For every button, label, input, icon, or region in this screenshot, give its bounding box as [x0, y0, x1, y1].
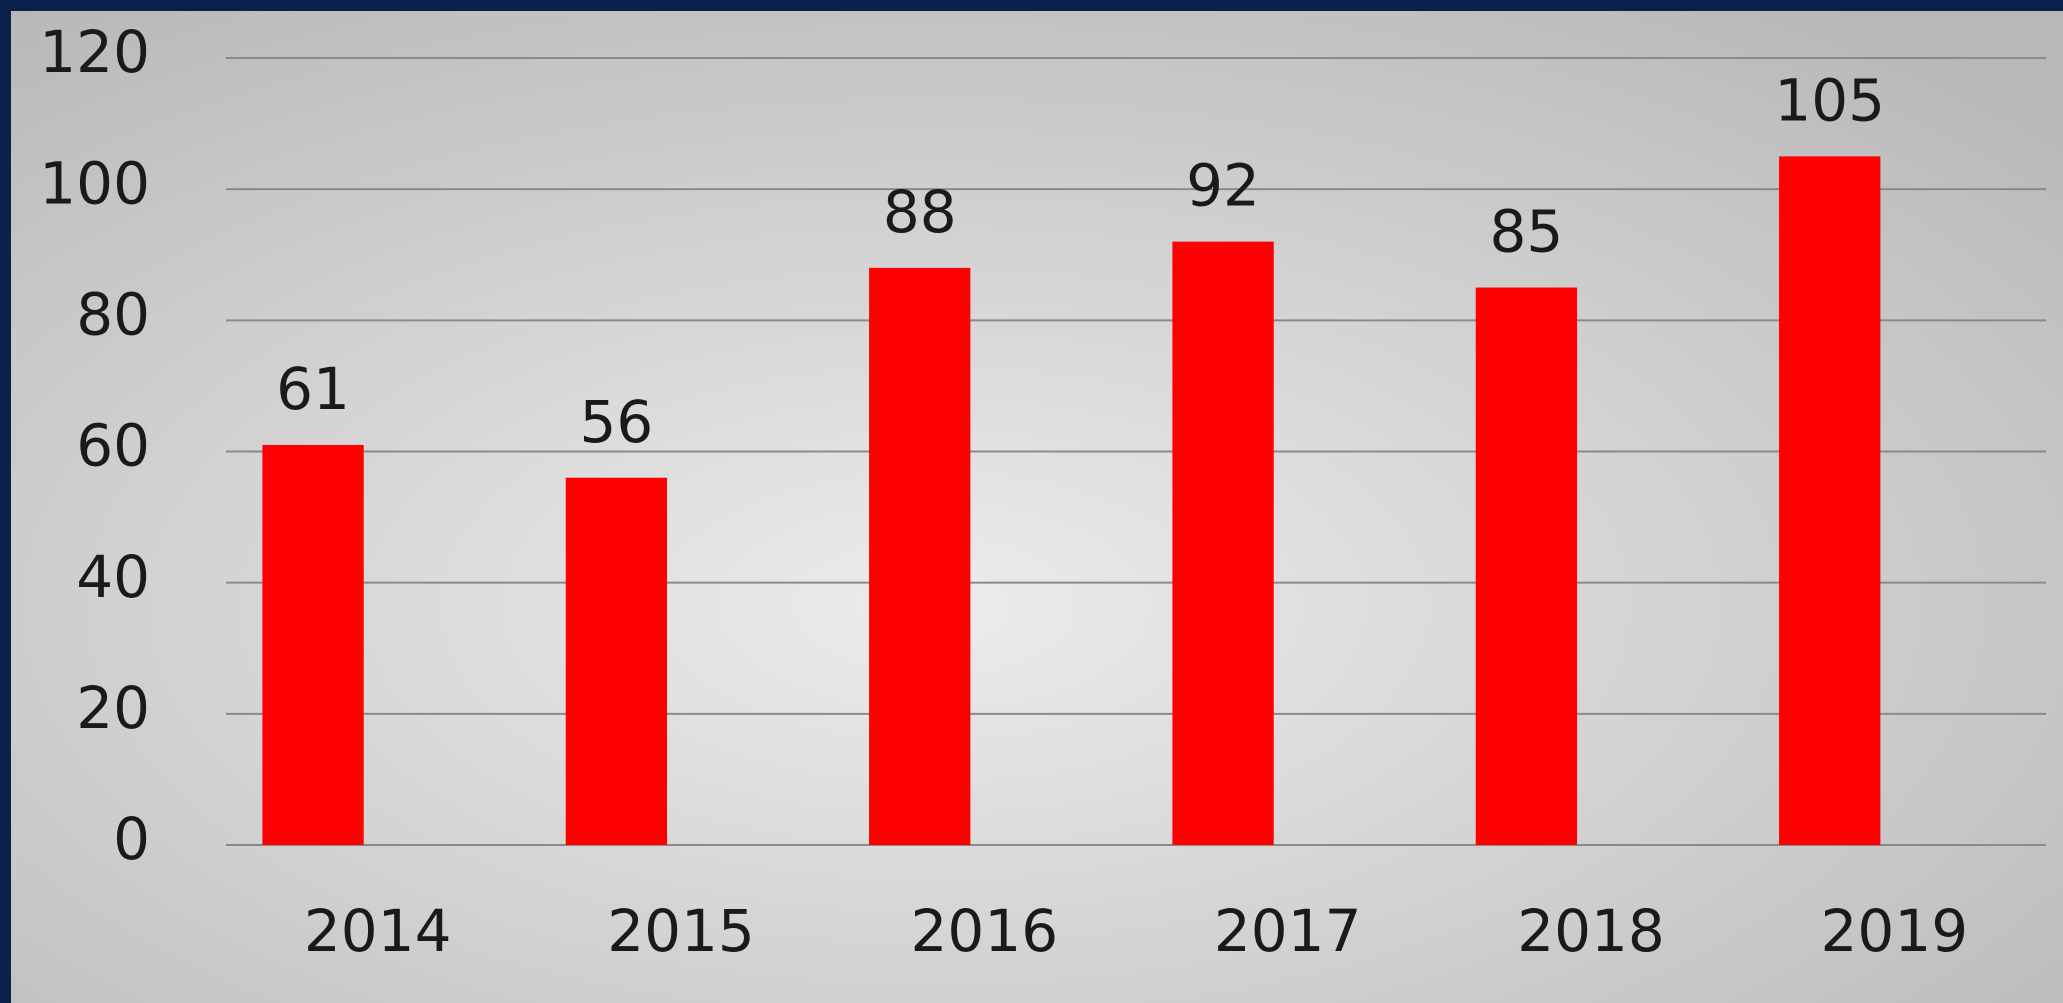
y-tick-label: 0: [113, 805, 150, 873]
y-tick-label: 80: [76, 280, 150, 348]
x-tick-label: 2017: [1214, 897, 1362, 965]
y-tick-label: 120: [39, 18, 150, 86]
data-label: 105: [1774, 66, 1885, 134]
data-label: 56: [579, 388, 653, 456]
bar: [565, 477, 668, 845]
data-label: 85: [1489, 198, 1563, 266]
x-tick-label: 2015: [607, 897, 755, 965]
bar: [1475, 287, 1578, 846]
bar: [262, 444, 364, 845]
data-label: 92: [1186, 152, 1260, 220]
bar: [1779, 156, 1881, 845]
x-tick-label: 2019: [1821, 897, 1969, 965]
x-tick-label: 2016: [911, 897, 1059, 965]
y-tick-label: 100: [39, 149, 150, 217]
x-tick-label: 2018: [1517, 897, 1665, 965]
y-tick-label: 20: [76, 674, 150, 742]
data-label: 61: [276, 355, 350, 423]
x-tick-label: 2014: [304, 897, 452, 965]
y-tick-label: 60: [76, 412, 150, 480]
bar: [869, 267, 971, 845]
bar: [1172, 241, 1274, 846]
y-tick-label: 40: [76, 543, 150, 611]
data-label: 88: [883, 178, 957, 246]
